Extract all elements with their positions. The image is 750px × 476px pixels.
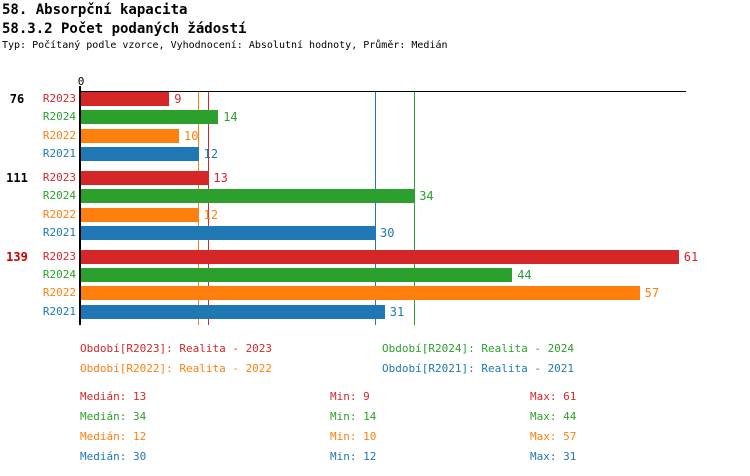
bar-value-label: 34 [419, 189, 434, 204]
bar-value-label: 57 [644, 286, 660, 301]
bar-value-label: 31 [389, 304, 405, 319]
bar-R2022 [81, 207, 199, 222]
indicator-title: 58.3.2 Počet podaných žádostí [2, 21, 247, 37]
stat-min-r2022: Min: 10 [330, 430, 377, 443]
axis-zero-tick-label: 0 [77, 75, 85, 88]
bar-value-label: 30 [380, 226, 395, 241]
median-line-R2023 [207, 92, 209, 325]
median-line-R2022 [198, 92, 200, 325]
bar-year-label: R2023 [42, 92, 76, 105]
bar-value-label: 14 [223, 110, 238, 125]
page-title: 58. Absorpční kapacita [2, 2, 188, 18]
stat-median-r2023: Medián: 13 [80, 390, 147, 403]
bar-year-label: R2022 [42, 286, 76, 300]
bar-year-label: R2023 [42, 171, 76, 184]
stat-median-r2022: Medián: 12 [80, 430, 147, 443]
bar-year-label: R2021 [42, 226, 76, 240]
bar-R2022 [81, 286, 640, 301]
median-line-R2024 [413, 92, 415, 325]
group-label: 76 [9, 92, 25, 106]
bar-value-label: 9 [174, 92, 182, 106]
y-axis-line [79, 86, 81, 325]
stat-median-r2024: Medián: 34 [80, 410, 147, 423]
bar-year-label: R2022 [42, 207, 76, 221]
stat-max-r2023: Max: 61 [530, 390, 577, 403]
stat-max-r2024: Max: 44 [530, 410, 577, 423]
bar-R2023 [81, 171, 209, 185]
stat-min-r2021: Min: 12 [330, 450, 377, 463]
legend-item-r2022: Období[R2022]: Realita - 2022 [80, 362, 273, 375]
group-label: 111 [6, 171, 28, 185]
bar-R2024 [81, 189, 415, 204]
bar-R2021 [81, 304, 385, 319]
bar-value-label: 13 [213, 171, 228, 185]
bar-R2023 [81, 92, 170, 106]
bar-year-label: R2021 [42, 147, 76, 161]
bar-value-label: 12 [203, 207, 219, 222]
legend-item-r2024: Období[R2024]: Realita - 2024 [382, 342, 575, 355]
x-axis-line [81, 91, 686, 92]
stat-median-r2021: Medián: 30 [80, 450, 147, 463]
stat-max-r2022: Max: 57 [530, 430, 577, 443]
bar-R2023 [81, 249, 679, 264]
bar-R2024 [81, 267, 513, 282]
legend-item-r2021: Období[R2021]: Realita - 2021 [382, 362, 575, 375]
bar-year-label: R2024 [42, 110, 76, 124]
bar-year-label: R2024 [42, 267, 76, 281]
bar-value-label: 44 [517, 267, 532, 282]
stat-min-r2024: Min: 14 [330, 410, 377, 423]
bar-year-label: R2023 [42, 249, 76, 263]
bar-year-label: R2022 [42, 128, 76, 142]
stat-max-r2021: Max: 31 [530, 450, 577, 463]
bar-R2021 [81, 147, 199, 162]
group-label: 139 [6, 249, 28, 264]
bar-value-label: 10 [184, 128, 199, 143]
stat-min-r2023: Min: 9 [330, 390, 370, 403]
legend-item-r2023: Období[R2023]: Realita - 2023 [80, 342, 273, 355]
bar-year-label: R2021 [42, 304, 76, 318]
bar-year-label: R2024 [42, 189, 76, 203]
bar-R2021 [81, 226, 375, 241]
bar-value-label: 61 [683, 249, 699, 264]
bar-R2024 [81, 110, 219, 125]
bar-R2022 [81, 128, 179, 143]
median-line-R2021 [374, 92, 376, 325]
chart-meta-line: Typ: Počítaný podle vzorce, Vyhodnocení:… [2, 40, 448, 51]
bar-value-label: 12 [203, 147, 219, 162]
